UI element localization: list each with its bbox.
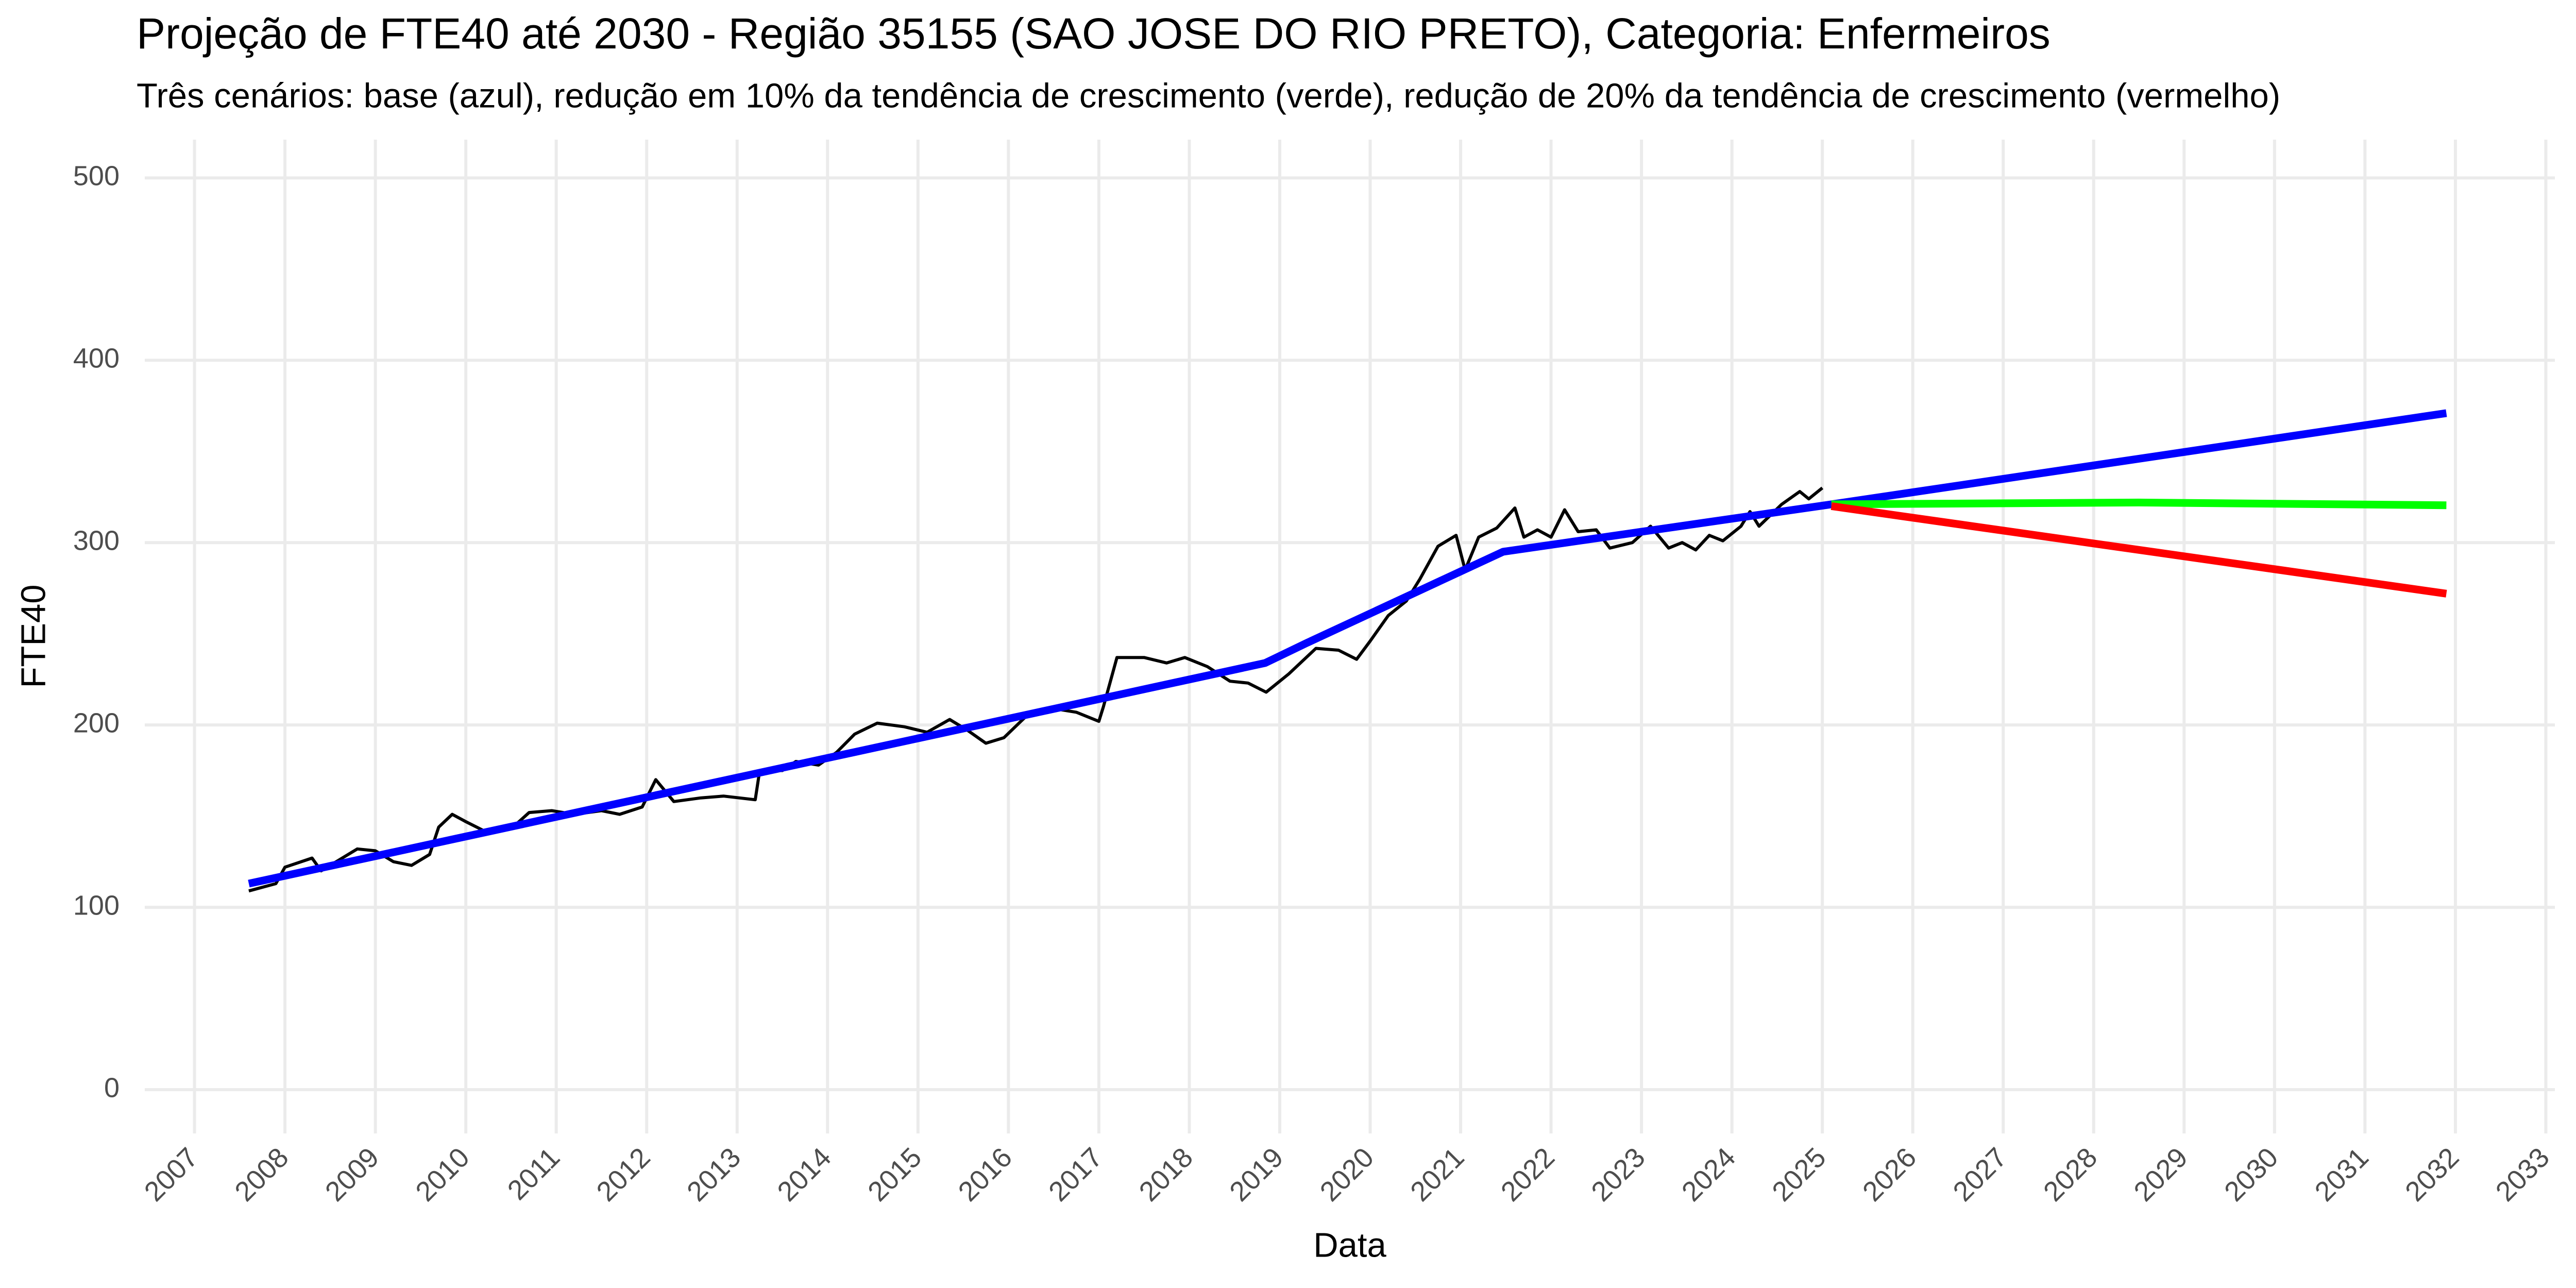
- series-line: [1831, 502, 2447, 598]
- plot-area: [248, 409, 2447, 893]
- y-tick-label: 300: [73, 525, 120, 556]
- x-axis-title: Data: [1313, 1226, 1386, 1265]
- y-tick-label: 200: [73, 707, 120, 738]
- y-tick-label: 500: [73, 161, 120, 192]
- y-tick-label: 100: [73, 890, 120, 921]
- y-axis-title: FTE40: [14, 584, 53, 688]
- y-tick-label: 400: [73, 343, 120, 374]
- series-line: [1831, 498, 2447, 510]
- chart-subtitle: Três cenários: base (azul), redução em 1…: [137, 77, 2280, 115]
- grid: [145, 140, 2555, 1133]
- y-tick-label: 0: [104, 1072, 120, 1103]
- series-line: [248, 409, 2447, 888]
- chart-title: Projeção de FTE40 até 2030 - Região 3515…: [137, 9, 2050, 58]
